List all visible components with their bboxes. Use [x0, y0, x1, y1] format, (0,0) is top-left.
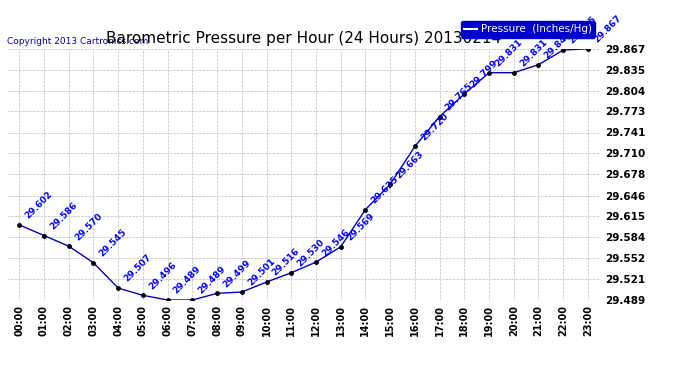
Text: 29.586: 29.586 [48, 200, 79, 231]
Text: 29.843: 29.843 [542, 30, 573, 60]
Text: 29.489: 29.489 [197, 265, 228, 296]
Title: Barometric Pressure per Hour (24 Hours) 20130214: Barometric Pressure per Hour (24 Hours) … [106, 31, 501, 46]
Text: 29.507: 29.507 [122, 253, 153, 284]
Text: 29.545: 29.545 [97, 228, 128, 259]
Text: 29.569: 29.569 [345, 211, 376, 243]
Text: 29.625: 29.625 [370, 174, 400, 206]
Text: 29.831: 29.831 [493, 38, 524, 69]
Text: 29.799: 29.799 [469, 58, 500, 90]
Text: 29.516: 29.516 [270, 247, 302, 278]
Text: 29.720: 29.720 [419, 111, 450, 142]
Text: 29.501: 29.501 [246, 257, 277, 288]
Text: 29.831: 29.831 [518, 38, 549, 69]
Text: 29.530: 29.530 [295, 238, 326, 268]
Text: 29.602: 29.602 [23, 190, 55, 221]
Text: 29.546: 29.546 [320, 227, 351, 258]
Legend: Pressure  (Inches/Hg): Pressure (Inches/Hg) [461, 21, 595, 38]
Text: 29.570: 29.570 [73, 211, 104, 242]
Text: 29.765: 29.765 [444, 81, 475, 112]
Text: 29.499: 29.499 [221, 258, 253, 289]
Text: 29.867: 29.867 [592, 13, 623, 45]
Text: 29.496: 29.496 [147, 260, 178, 291]
Text: 29.663: 29.663 [394, 149, 425, 180]
Text: 29.489: 29.489 [172, 265, 203, 296]
Text: Copyright 2013 Cartronics.com: Copyright 2013 Cartronics.com [7, 37, 148, 46]
Text: 29.865: 29.865 [567, 15, 598, 46]
